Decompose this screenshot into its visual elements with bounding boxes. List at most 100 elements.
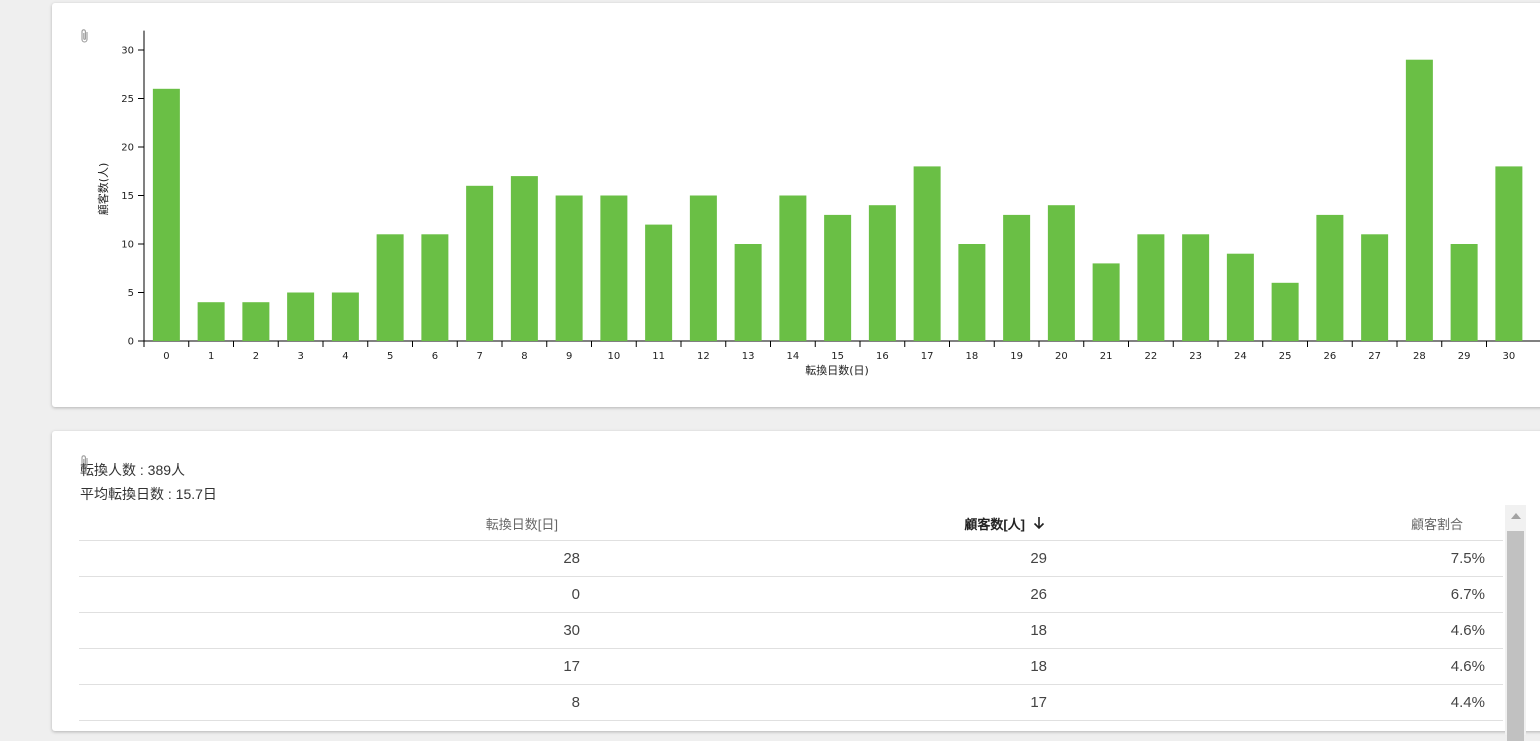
vertical-scrollbar[interactable]	[1505, 505, 1526, 741]
bar[interactable]	[1182, 234, 1210, 341]
x-tick-label: 0	[163, 351, 169, 362]
x-axis-label: 転換日数(日)	[805, 364, 869, 377]
table-body: 28 29 7.5% 0 26 6.7% 30 18 4.6% 17 18 4.6% 8 17 4.4%	[79, 541, 1503, 721]
x-tick-label: 9	[566, 351, 572, 362]
table-row[interactable]: 8 17 4.4%	[79, 685, 1503, 721]
bar[interactable]	[242, 302, 270, 341]
y-axis-label: 顧客数(人)	[96, 163, 110, 216]
x-tick-label: 27	[1368, 351, 1381, 362]
converted-count-text: 転換人数 : 389人	[80, 462, 186, 478]
y-tick-label: 0	[128, 337, 134, 348]
cell-ratio: 4.6%	[1450, 658, 1485, 675]
bars	[152, 59, 1523, 342]
table-row[interactable]: 17 18 4.6%	[79, 649, 1503, 685]
bar[interactable]	[600, 195, 628, 342]
bar[interactable]	[824, 214, 852, 341]
bar[interactable]	[958, 244, 986, 341]
bar[interactable]	[1450, 244, 1478, 341]
scrollbar-thumb[interactable]	[1507, 531, 1524, 741]
bar[interactable]	[1137, 234, 1165, 341]
bar[interactable]	[421, 234, 449, 341]
cell-customers: 18	[1030, 622, 1047, 639]
cell-days: 30	[563, 622, 580, 639]
bar[interactable]	[689, 195, 717, 342]
chart-card: 0 5 10 15 20 25 30 0 1 2 3 4 5 6 7 8 9 10 11 12 13 14 15 16 17 1…	[52, 3, 1540, 407]
x-axis: 0 1 2 3 4 5 6 7 8 9 10 11 12 13 14 15 16 17 18 19 20 21 22 23 24…	[143, 340, 1540, 362]
bar[interactable]	[779, 195, 807, 342]
x-tick-label: 15	[831, 351, 844, 362]
paperclip-icon[interactable]	[79, 454, 91, 470]
x-tick-label: 14	[787, 351, 800, 362]
x-tick-label: 6	[432, 351, 438, 362]
bar[interactable]	[1495, 166, 1523, 341]
x-tick-label: 8	[521, 351, 527, 362]
cell-days: 0	[571, 586, 580, 603]
bar[interactable]	[510, 176, 538, 341]
cell-ratio: 4.6%	[1450, 622, 1485, 639]
x-tick-label: 16	[876, 351, 889, 362]
bar[interactable]	[197, 302, 225, 341]
table-row[interactable]: 28 29 7.5%	[79, 541, 1503, 577]
x-tick-label: 25	[1279, 351, 1292, 362]
bar[interactable]	[1226, 253, 1254, 341]
x-tick-label: 13	[742, 351, 755, 362]
cell-customers: 26	[1030, 586, 1047, 603]
bar[interactable]	[645, 224, 673, 341]
x-tick-label: 4	[342, 351, 348, 362]
x-tick-label: 2	[253, 351, 259, 362]
bar[interactable]	[1405, 59, 1433, 341]
y-tick-label: 5	[128, 288, 134, 299]
y-tick-label: 10	[121, 240, 134, 251]
bar[interactable]	[376, 234, 404, 341]
table-header-row: 転換日数[日] 顧客数[人] 顧客割合	[79, 506, 1503, 541]
bar[interactable]	[152, 88, 180, 341]
bar[interactable]	[1361, 234, 1389, 341]
y-tick-label: 15	[121, 191, 134, 202]
scroll-up-arrow-icon[interactable]	[1505, 505, 1526, 527]
y-tick-label: 20	[121, 143, 134, 154]
bar[interactable]	[555, 195, 583, 342]
cell-customers: 18	[1030, 658, 1047, 675]
cell-customers: 17	[1030, 694, 1047, 711]
paperclip-icon[interactable]	[79, 28, 91, 44]
bar[interactable]	[466, 185, 494, 341]
bar[interactable]	[1092, 263, 1120, 341]
cell-days: 8	[571, 694, 580, 711]
table-card: 転換人数 : 389人 平均転換日数 : 15.7日 転換日数[日] 顧客数[人…	[52, 431, 1540, 741]
bar[interactable]	[734, 244, 762, 341]
x-tick-label: 28	[1413, 351, 1426, 362]
x-tick-label: 7	[476, 351, 482, 362]
bar[interactable]	[1047, 205, 1075, 341]
table-row[interactable]: 30 18 4.6%	[79, 613, 1503, 649]
bar[interactable]	[1316, 214, 1344, 341]
x-tick-label: 5	[387, 351, 393, 362]
x-tick-label: 23	[1189, 351, 1202, 362]
bar[interactable]	[331, 292, 359, 342]
cell-days: 17	[563, 658, 580, 675]
x-tick-label: 22	[1145, 351, 1158, 362]
table-row[interactable]: 0 26 6.7%	[79, 577, 1503, 613]
x-tick-label: 10	[608, 351, 621, 362]
y-tick-label: 30	[121, 46, 134, 57]
x-tick-label: 3	[297, 351, 303, 362]
x-tick-label: 29	[1458, 351, 1471, 362]
cell-days: 28	[563, 550, 580, 567]
column-header-days[interactable]: 転換日数[日]	[485, 516, 558, 532]
bar[interactable]	[1271, 282, 1299, 341]
bar[interactable]	[287, 292, 315, 342]
cell-ratio: 4.4%	[1450, 694, 1485, 711]
arrow-down-icon[interactable]	[1033, 516, 1045, 530]
bar[interactable]	[1003, 214, 1031, 341]
cell-ratio: 7.5%	[1450, 550, 1485, 567]
bar[interactable]	[913, 166, 941, 341]
cell-customers: 29	[1030, 550, 1047, 567]
x-tick-label: 11	[652, 351, 665, 362]
column-header-customers[interactable]: 顧客数[人]	[79, 506, 1045, 540]
x-tick-label: 18	[966, 351, 979, 362]
y-axis: 0 5 10 15 20 25 30	[121, 30, 145, 348]
x-tick-label: 21	[1100, 351, 1113, 362]
cell-ratio: 6.7%	[1450, 586, 1485, 603]
column-header-ratio[interactable]: 顧客割合	[1410, 516, 1463, 532]
x-tick-label: 24	[1234, 351, 1247, 362]
bar[interactable]	[868, 205, 896, 341]
